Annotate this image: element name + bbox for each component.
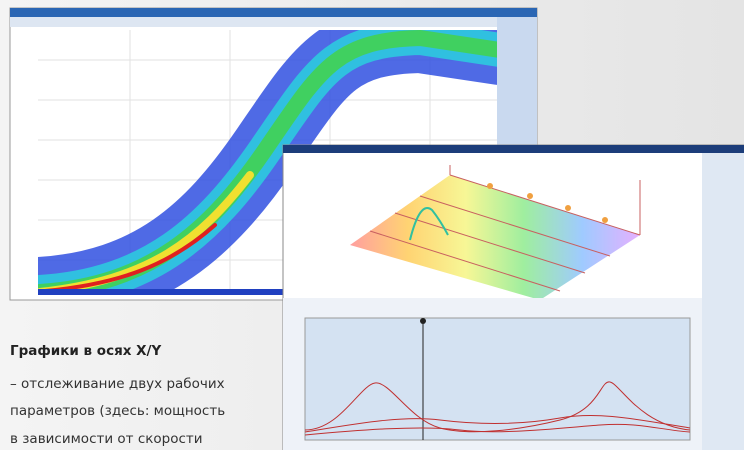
title-bar — [10, 8, 537, 17]
caption-line: параметров (здесь: мощность — [10, 403, 226, 419]
toolbar — [10, 17, 497, 27]
cursor-head — [420, 318, 426, 324]
peak — [409, 207, 449, 241]
caption-title: Графики в осях X/Y — [10, 343, 162, 359]
markers — [487, 183, 608, 223]
side-panel — [702, 153, 744, 450]
caption-line: – отслеживание двух рабочих — [10, 376, 225, 392]
waterfall-window — [282, 144, 744, 450]
title-bar — [283, 145, 744, 153]
density-scatter — [38, 30, 497, 295]
curves — [304, 381, 691, 436]
line-plot — [304, 317, 691, 441]
waterfall-lines — [369, 165, 641, 292]
waterfall-surface — [350, 175, 640, 300]
caption-line: в зависимости от скорости — [10, 431, 203, 447]
